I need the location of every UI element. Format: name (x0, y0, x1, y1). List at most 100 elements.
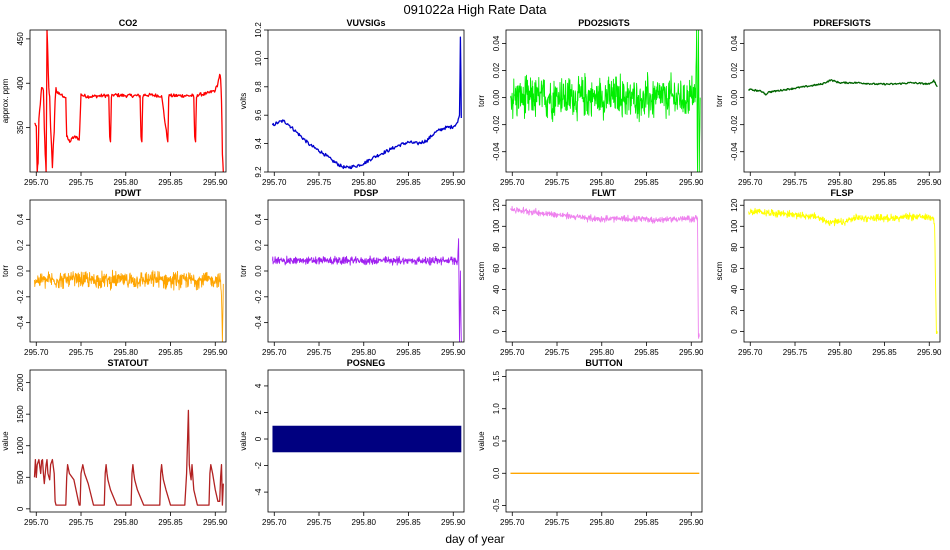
x-tick-label: 295.70 (262, 348, 287, 357)
x-tick-label: 295.85 (158, 518, 183, 527)
y-tick-label: -0.4 (16, 315, 25, 329)
x-tick-label: 295.70 (262, 178, 287, 187)
x-tick-label: 295.75 (545, 178, 570, 187)
chart-pdo2sigts: PDO2SIGTS torr 295.70 295.75 295.80 295.85 295… (477, 18, 704, 187)
chart-title: STATOUT (108, 358, 149, 368)
y-tick-label: -0.4 (254, 315, 263, 329)
series-line (748, 79, 938, 96)
x-tick-label: 295.70 (262, 518, 287, 527)
x-tick-label: 295.90 (203, 178, 228, 187)
chart-vuvsigs: VUVSIGs volts 295.70 295.75 295.80 295.85 295.… (239, 18, 466, 187)
y-tick-label: 9.8 (254, 81, 263, 93)
x-tick-label: 295.80 (352, 518, 377, 527)
y-tick-label: 40 (730, 284, 739, 293)
y-tick-label: 2 (254, 410, 263, 415)
series-line (34, 269, 224, 342)
y-tick-label: 9.4 (254, 137, 263, 149)
y-axis-label: volts (239, 93, 248, 109)
y-tick-label: 0.04 (730, 35, 739, 51)
x-tick-label: 295.75 (545, 348, 570, 357)
chart-flsp: FLSP sccm 295.70 295.75 295.80 295.85 295.90 0 2… (715, 188, 942, 357)
y-tick-label: 10.0 (254, 50, 263, 66)
x-tick-label: 295.80 (114, 348, 139, 357)
y-tick-label: 0 (254, 436, 263, 441)
x-tick-label: 295.80 (590, 348, 615, 357)
x-tick-label: 295.70 (500, 178, 525, 187)
y-tick-label: 0.0 (16, 265, 25, 277)
x-tick-label: 295.70 (24, 518, 49, 527)
x-tick-label: 295.90 (679, 178, 704, 187)
plot-frame (29, 29, 227, 173)
chart-title: CO2 (119, 18, 138, 28)
y-axis-label: value (1, 431, 10, 451)
chart-co2: CO2 approx. ppm 295.70 295.75 295.80 295.85 29… (1, 18, 228, 187)
chart-pdrefsigts: PDREFSIGTS torr 295.70 295.75 295.80 295.85 29… (715, 18, 942, 187)
y-tick-label: 20 (730, 305, 739, 314)
y-tick-label: 0.04 (492, 35, 501, 51)
y-tick-label: -0.5 (492, 498, 501, 512)
plot-frame (29, 369, 227, 513)
x-tick-label: 295.70 (738, 348, 763, 357)
x-tick-label: 295.70 (24, 178, 49, 187)
y-tick-label: 1.0 (492, 403, 501, 415)
y-tick-label: 0.00 (492, 89, 501, 105)
x-tick-label: 295.90 (679, 348, 704, 357)
chart-title: VUVSIGs (346, 18, 385, 28)
x-tick-label: 295.80 (828, 348, 853, 357)
y-tick-label: 0 (492, 329, 501, 334)
series-group (748, 79, 938, 96)
x-tick-label: 295.85 (872, 348, 897, 357)
x-tick-label: 295.75 (783, 348, 808, 357)
y-tick-label: -0.02 (730, 115, 739, 134)
plot-frame (505, 369, 703, 513)
chart-title: PDO2SIGTS (578, 18, 630, 28)
y-tick-label: 0.2 (16, 239, 25, 251)
chart-title: BUTTON (585, 358, 622, 368)
plot-frame (743, 199, 941, 343)
x-tick-label: 295.85 (396, 518, 421, 527)
chart-title: FLWT (592, 188, 617, 198)
x-tick-label: 295.85 (872, 178, 897, 187)
x-tick-label: 295.90 (917, 348, 942, 357)
y-tick-label: 500 (16, 470, 25, 484)
x-tick-label: 295.85 (634, 518, 659, 527)
x-tick-label: 295.90 (203, 348, 228, 357)
y-axis-label: torr (715, 95, 724, 107)
x-tick-label: 295.85 (396, 348, 421, 357)
x-tick-label: 295.80 (828, 178, 853, 187)
x-tick-label: 295.75 (307, 348, 332, 357)
y-tick-label: 9.6 (254, 109, 263, 121)
plot-frame (267, 199, 465, 343)
chart-title: PDREFSIGTS (813, 18, 871, 28)
x-tick-label: 295.70 (24, 348, 49, 357)
x-tick-label: 295.80 (352, 348, 377, 357)
y-tick-label: -0.04 (492, 142, 501, 161)
y-tick-label: 0.02 (492, 62, 501, 78)
y-tick-label: -0.2 (254, 289, 263, 303)
plot-frame (267, 29, 465, 173)
y-tick-label: -2 (254, 461, 263, 469)
x-tick-label: 295.85 (634, 348, 659, 357)
series-line (510, 205, 700, 339)
y-tick-label: 60 (492, 263, 501, 272)
y-tick-label: 2000 (16, 373, 25, 391)
y-tick-label: 60 (730, 263, 739, 272)
x-tick-label: 295.85 (158, 348, 183, 357)
chart-posneg: POSNEG value 295.70 295.75 295.80 295.85 295.9… (239, 358, 466, 527)
chart-title: PDSP (354, 188, 379, 198)
y-tick-label: 0.00 (730, 89, 739, 105)
y-axis-label: value (477, 431, 486, 451)
x-tick-label: 295.90 (441, 348, 466, 357)
chart-button: BUTTON value 295.70 295.75 295.80 295.85 295.9… (477, 358, 704, 527)
series-line (33, 409, 224, 506)
series-group (748, 207, 938, 335)
plot-frame (267, 369, 465, 513)
x-tick-label: 295.70 (500, 518, 525, 527)
x-tick-label: 295.70 (738, 178, 763, 187)
y-tick-label: 4 (254, 383, 263, 388)
y-tick-label: 80 (492, 242, 501, 251)
y-tick-label: 0.0 (492, 467, 501, 479)
y-tick-label: 0.02 (730, 62, 739, 78)
x-tick-label: 295.85 (158, 178, 183, 187)
series-line (34, 30, 224, 172)
